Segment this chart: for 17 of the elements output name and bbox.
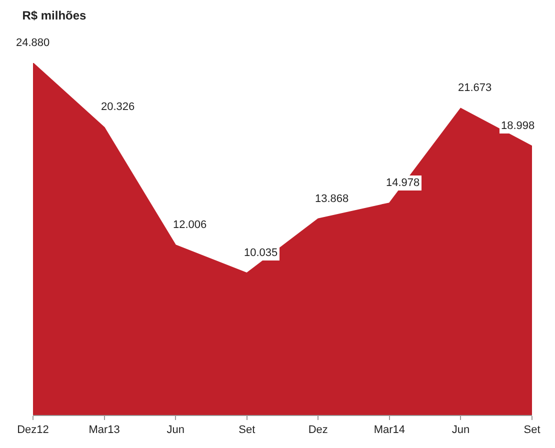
x-tick-label: Set: [524, 424, 540, 436]
data-label: 24.880: [16, 37, 50, 49]
chart-title: R$ milhões: [22, 8, 87, 23]
x-tick-label: Set: [238, 424, 256, 436]
data-label: 20.326: [101, 101, 135, 113]
data-label: 12.006: [173, 219, 207, 231]
x-tick-label: Mar14: [374, 424, 406, 436]
data-label: 14.978: [386, 177, 420, 189]
data-label: 21.673: [458, 82, 492, 94]
data-label: 18.998: [501, 120, 535, 132]
x-tick-label: Jun: [452, 424, 470, 436]
x-tick-label: Dez12: [17, 424, 49, 436]
x-tick-label: Jun: [166, 424, 184, 436]
data-label: 13.868: [315, 193, 349, 205]
data-label: 10.035: [244, 247, 278, 259]
x-tick-label: Mar13: [88, 424, 120, 436]
x-tick-label: Dez: [308, 424, 328, 436]
